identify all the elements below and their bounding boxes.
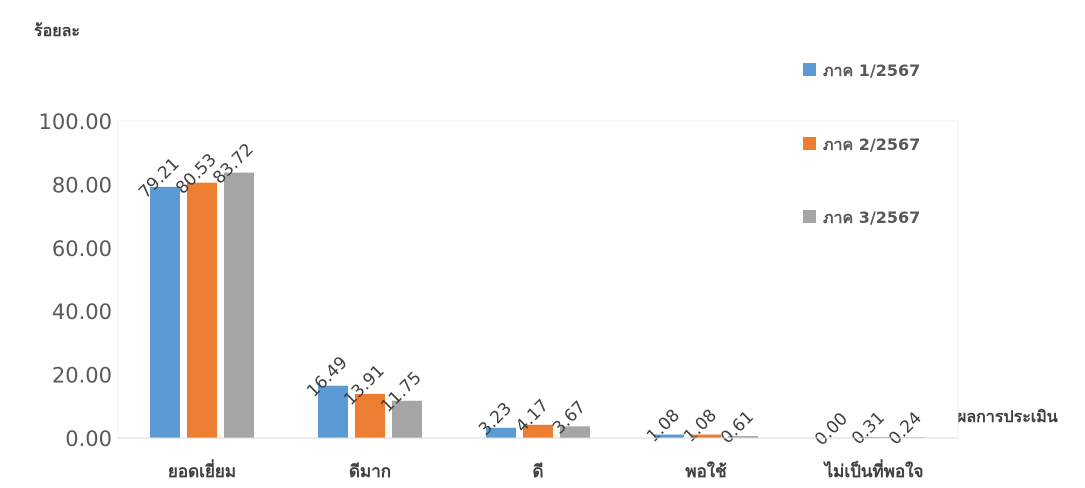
data-label: 0.31 bbox=[848, 408, 889, 449]
data-label: 1.08 bbox=[680, 406, 721, 447]
bar bbox=[654, 434, 684, 438]
y-tick-label: 0.00 bbox=[65, 427, 112, 451]
data-label: 0.24 bbox=[885, 408, 926, 449]
y-tick-label: 40.00 bbox=[52, 300, 112, 324]
category-label: ดีมาก bbox=[349, 461, 391, 482]
bar bbox=[486, 427, 516, 438]
x-axis-title: ผลการประเมิน bbox=[957, 407, 1058, 426]
bar bbox=[150, 186, 180, 438]
bar bbox=[560, 426, 590, 438]
data-label: 0.00 bbox=[811, 409, 852, 450]
bar bbox=[691, 434, 721, 438]
legend-label: ภาค 1/2567 bbox=[823, 61, 920, 80]
bar bbox=[187, 182, 217, 438]
y-tick-label: 20.00 bbox=[52, 364, 112, 388]
category-label: พอใช้ bbox=[685, 461, 727, 482]
bar bbox=[728, 436, 758, 438]
y-tick-label: 80.00 bbox=[52, 173, 112, 197]
legend-label: ภาค 3/2567 bbox=[823, 208, 920, 227]
bar bbox=[318, 385, 348, 438]
bar bbox=[392, 400, 422, 438]
bar bbox=[224, 172, 254, 438]
data-label: 0.61 bbox=[717, 407, 758, 448]
y-tick-label: 60.00 bbox=[52, 237, 112, 261]
bar bbox=[523, 424, 553, 438]
legend-swatch bbox=[803, 137, 816, 150]
legend-label: ภาค 2/2567 bbox=[823, 135, 920, 154]
x-axis: ยอดเยี่ยม ดีมาก ดี พอใช้ ไม่เป็นที่พอใจ bbox=[168, 459, 924, 482]
category-label: ดี bbox=[532, 461, 543, 482]
legend-swatch bbox=[803, 210, 816, 223]
data-label: 1.08 bbox=[643, 406, 684, 447]
category-label: ไม่เป็นที่พอใจ bbox=[823, 459, 924, 482]
y-axis-title: ร้อยละ bbox=[34, 21, 80, 40]
legend: ภาค 1/2567 ภาค 2/2567 ภาค 3/2567 bbox=[803, 61, 920, 227]
category-label: ยอดเยี่ยม bbox=[168, 459, 236, 482]
y-axis: 0.00 20.00 40.00 60.00 80.00 100.00 bbox=[39, 110, 112, 451]
y-tick-label: 100.00 bbox=[39, 110, 112, 134]
legend-swatch bbox=[803, 63, 816, 76]
bar bbox=[355, 393, 385, 438]
